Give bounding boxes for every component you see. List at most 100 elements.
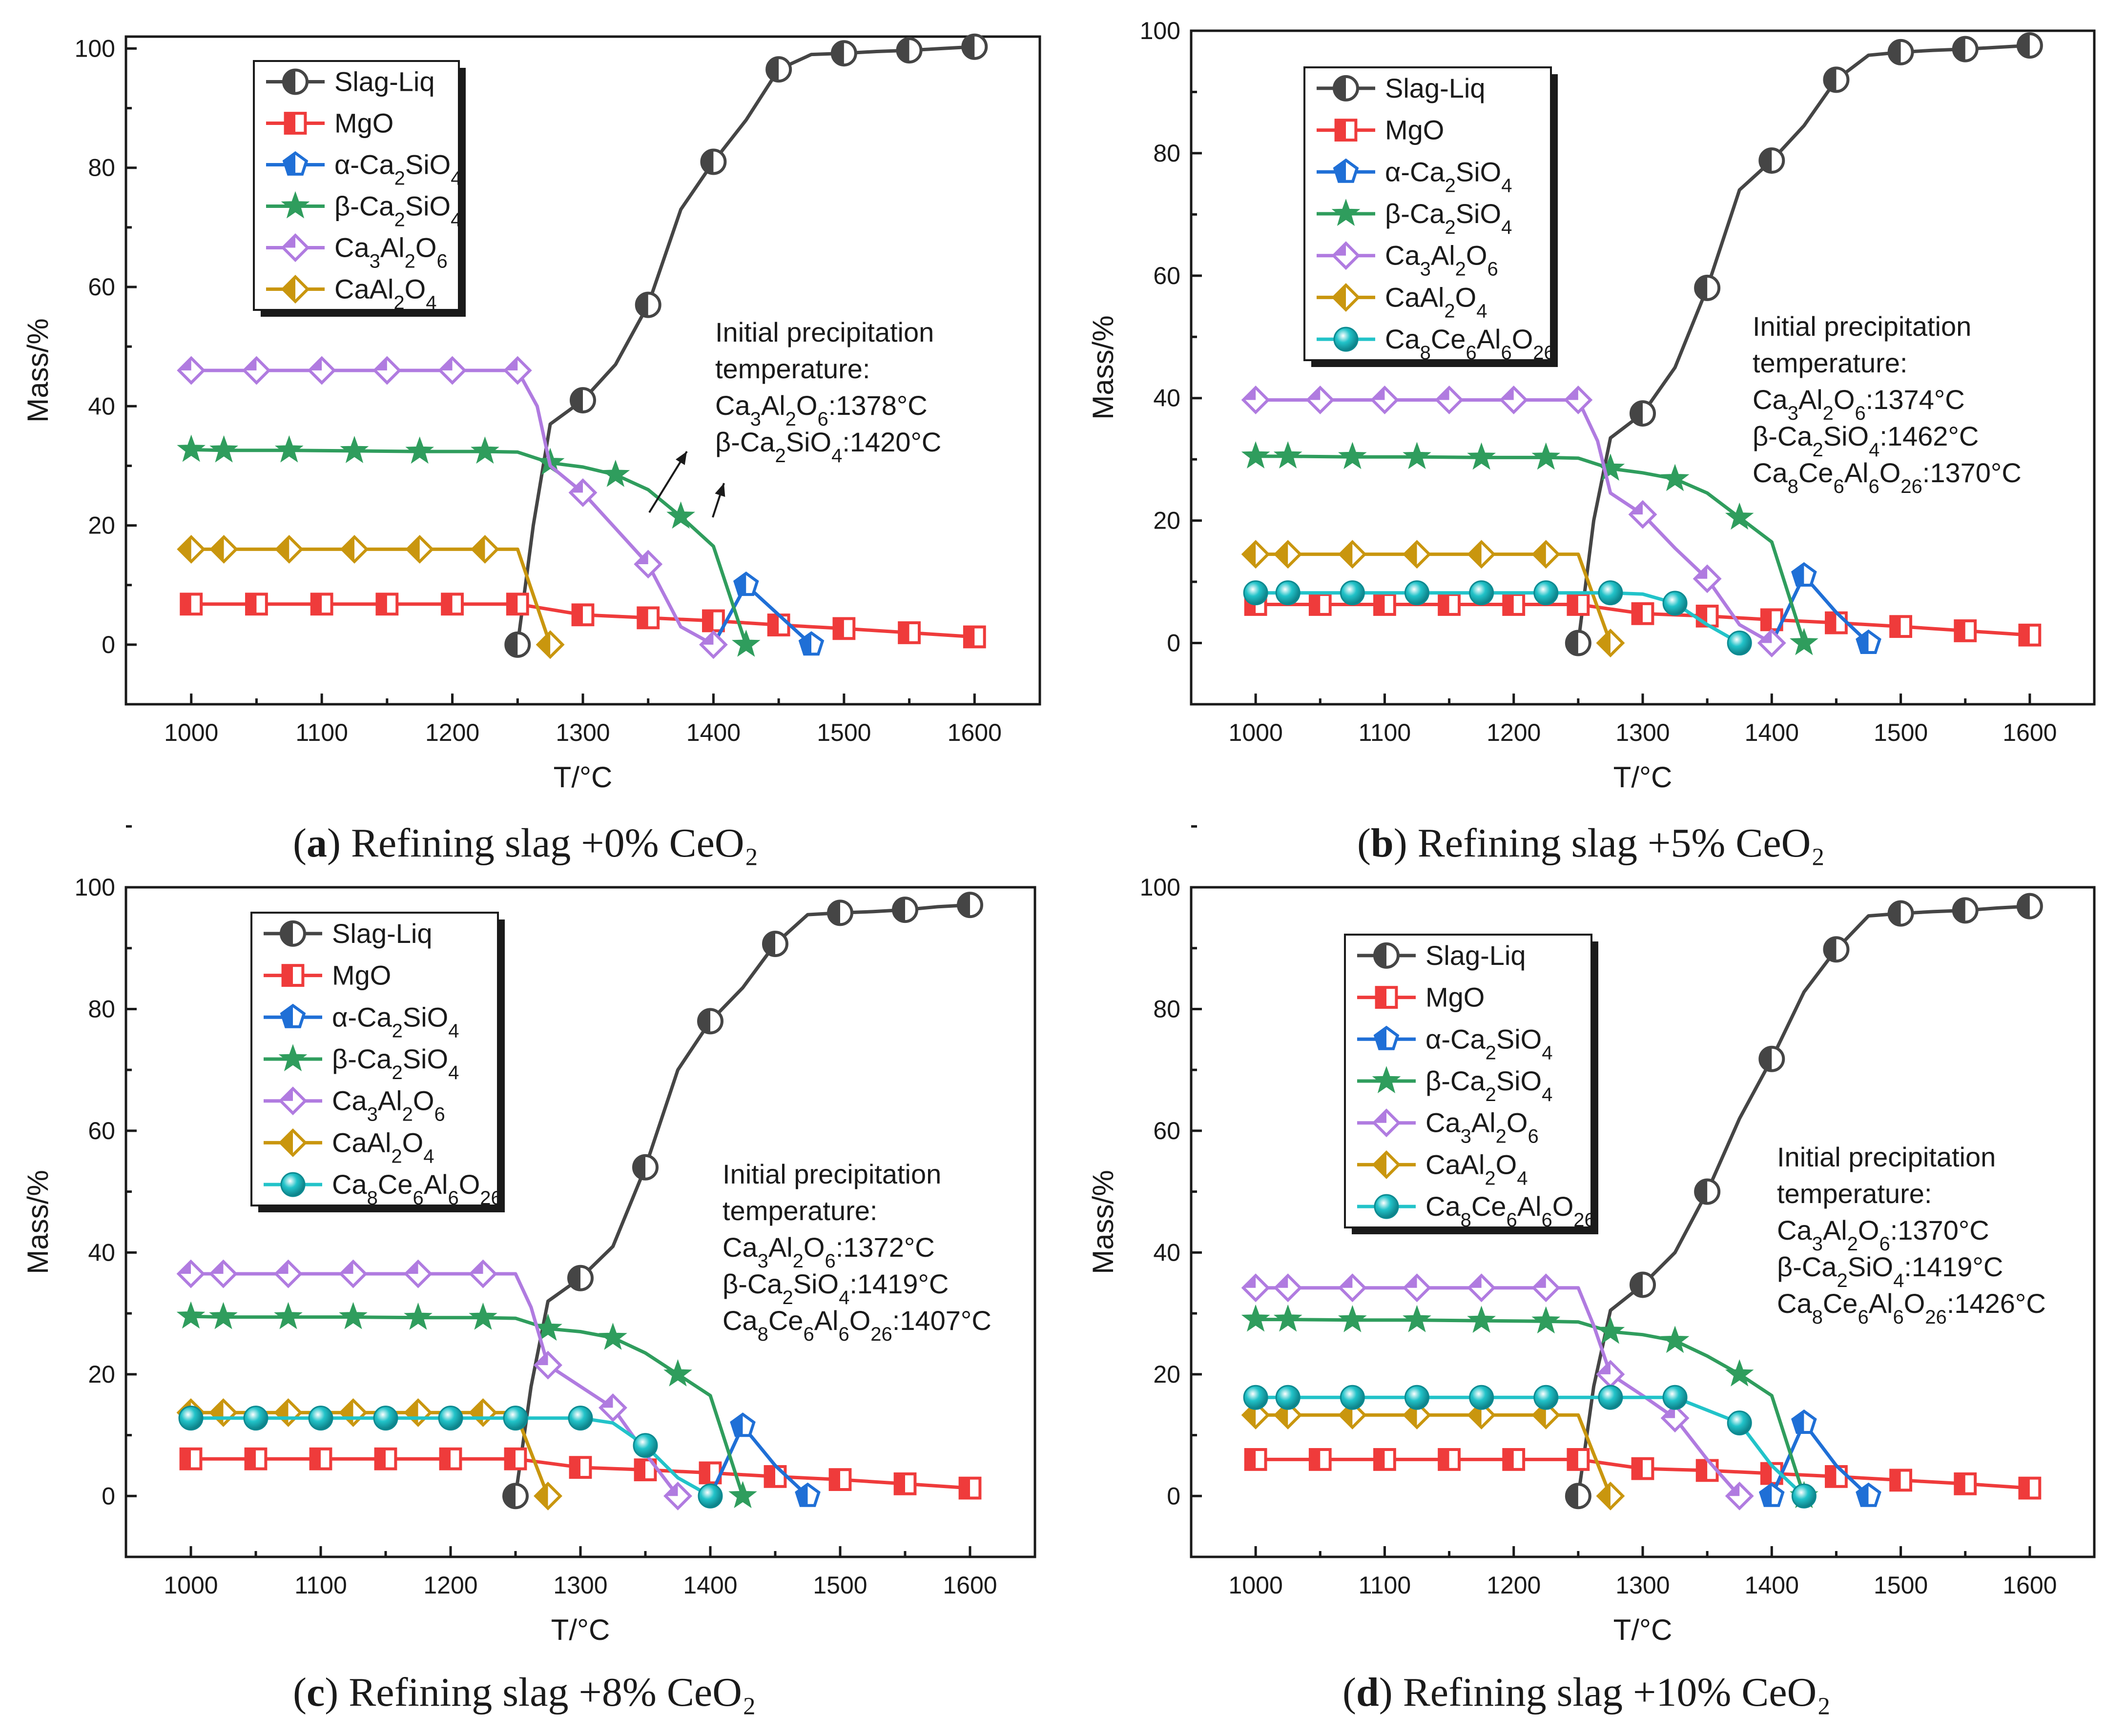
data-point-ca-fill: [211, 1400, 224, 1425]
data-point-alpha_c2s-fill: [1857, 631, 1869, 653]
x-tick-label: 1100: [294, 1572, 347, 1599]
data-point-ca-fill: [341, 1400, 353, 1425]
data-point-beta_c2s: [177, 434, 206, 462]
y-tick-label: 40: [1153, 1239, 1180, 1266]
data-point-ceria: [438, 1406, 463, 1431]
data-point-mgo-fill: [1891, 1470, 1901, 1491]
series-beta_c2s: [177, 434, 761, 657]
data-point-slag_liq-fill: [1695, 276, 1708, 300]
annotation-line: Initial precipitation: [723, 1159, 941, 1189]
data-point-mgo-fill: [1632, 603, 1643, 624]
x-tick-label: 1300: [1615, 1572, 1670, 1599]
annotation-line: temperature:: [715, 353, 870, 384]
data-point-c3a-fill: [570, 480, 583, 493]
data-point-beta_c2s: [1789, 628, 1818, 655]
data-point-ceria: [243, 1406, 268, 1431]
data-point-slag_liq-fill: [1695, 1180, 1708, 1204]
legend-label-c3a: Ca3Al2O6: [1385, 240, 1498, 280]
x-tick-label: 1400: [683, 1572, 737, 1599]
data-point-c3a-fill: [536, 1352, 548, 1366]
y-tick-label: 20: [88, 512, 115, 539]
data-point-ceria: [1727, 631, 1752, 656]
panel-caption: (b) Refining slag +5% CeO₂: [1357, 820, 1825, 866]
series-line-alpha_c2s: [1770, 574, 1870, 645]
series-beta_c2s: [176, 1301, 757, 1509]
data-point-ca-fill: [536, 1484, 548, 1509]
data-point-mgo-fill: [181, 1449, 191, 1469]
y-tick-label: 80: [88, 154, 115, 182]
data-point-alpha_c2s-fill: [1857, 1484, 1869, 1506]
data-point-mgo-fill: [1439, 594, 1449, 614]
data-point-beta_c2s: [176, 1301, 206, 1329]
data-point-ca-fill: [406, 1400, 418, 1425]
data-point-mgo-fill: [964, 627, 975, 647]
series-beta_c2s: [1241, 441, 1818, 655]
series-mgo: [179, 1447, 982, 1500]
data-point-slag_liq-fill: [1824, 68, 1837, 92]
legend-label-ca: CaAl2O4: [1385, 282, 1487, 322]
data-point-c3a-fill: [1533, 1275, 1546, 1288]
series-beta_c2s: [1241, 1304, 1818, 1509]
data-point-ceria: [1275, 1385, 1301, 1410]
panel-letter: d: [1356, 1670, 1379, 1715]
data-point-beta_c2s: [601, 459, 630, 487]
y-tick-label: 0: [102, 631, 115, 658]
data-point-c3a-fill: [211, 1261, 224, 1274]
y-tick-label: 100: [1140, 17, 1180, 44]
data-point-ca-fill: [1276, 542, 1288, 567]
data-point-c3a-fill: [636, 551, 648, 564]
data-point-mgo-fill: [768, 615, 779, 635]
x-tick-label: 1200: [425, 719, 479, 746]
legend-marker-beta_c2s: [1331, 199, 1361, 226]
data-point-mgo-fill: [1697, 1460, 1708, 1481]
data-point-slag_liq-fill: [1566, 631, 1578, 655]
y-axis-label: Mass/%: [1087, 315, 1119, 419]
legend-marker-mgo-fill: [1376, 987, 1386, 1007]
annotation-line: Ca3Al2O6:1370°C: [1777, 1215, 1989, 1255]
x-tick-label: 1200: [1487, 719, 1541, 746]
series-ceria: [1243, 580, 1752, 656]
data-point-ca-fill: [1340, 542, 1353, 567]
data-point-mgo-fill: [638, 608, 648, 628]
data-point-slag_liq-fill: [963, 35, 975, 59]
data-point-beta_c2s: [340, 436, 369, 463]
data-point-mgo-fill: [960, 1478, 970, 1498]
series-line-slag_liq: [514, 903, 971, 1496]
data-point-ceria: [1404, 580, 1429, 606]
legend-marker-alpha_c2s-fill: [1375, 1027, 1386, 1049]
data-point-mgo-fill: [703, 611, 714, 631]
legend-label-slag_liq: Slag-Liq: [1425, 940, 1526, 971]
y-axis-label: Mass/%: [21, 318, 54, 422]
data-point-c3a-fill: [276, 1261, 289, 1274]
panel-caption: (d) Refining slag +10% CeO₂: [1342, 1670, 1831, 1715]
data-point-beta_c2s: [1338, 442, 1367, 470]
legend-marker-c3a-fill: [280, 1088, 293, 1101]
legend-label-alpha_c2s: α-Ca2SiO4: [1425, 1023, 1552, 1063]
data-point-beta_c2s: [274, 435, 304, 463]
legend: Slag-Liq MgO α-Ca2SiO4β-Ca2SiO4Ca3Al2O6CaA…: [250, 912, 505, 1212]
data-point-ca-fill: [1469, 542, 1482, 567]
y-tick-label: 100: [75, 35, 115, 62]
series-alpha_c2s: [708, 1412, 821, 1507]
data-point-c3a-fill: [1759, 631, 1772, 643]
data-point-beta_c2s: [1241, 1304, 1270, 1332]
data-point-slag_liq-fill: [1889, 40, 1901, 64]
legend-label-c3a: Ca3Al2O6: [1425, 1107, 1539, 1147]
annotation-line: β-Ca2SiO4:1419°C: [723, 1268, 949, 1308]
data-point-ceria: [503, 1406, 528, 1431]
data-point-beta_c2s: [469, 1302, 497, 1330]
legend-marker-mgo-fill: [1336, 120, 1346, 140]
data-point-mgo-fill: [1761, 610, 1772, 630]
data-point-mgo-fill: [377, 594, 387, 614]
legend-marker-alpha_c2s-fill: [1335, 160, 1346, 182]
x-tick-label: 1400: [1745, 719, 1799, 746]
data-point-slag_liq-fill: [569, 1266, 580, 1290]
legend-label-beta_c2s: β-Ca2SiO4: [334, 191, 461, 231]
legend-marker-slag_liq-fill: [1334, 76, 1346, 100]
panel-c: 1000 1100 1200 1300 1400 1500 1600 0 20 40 60 80 100…: [21, 825, 1036, 1715]
series-line-alpha_c2s: [708, 1424, 809, 1497]
x-tick-label: 1600: [943, 1572, 997, 1599]
annotation-line: temperature:: [723, 1195, 878, 1226]
data-point-slag_liq-fill: [634, 1155, 645, 1179]
data-point-ceria: [1791, 1483, 1817, 1509]
